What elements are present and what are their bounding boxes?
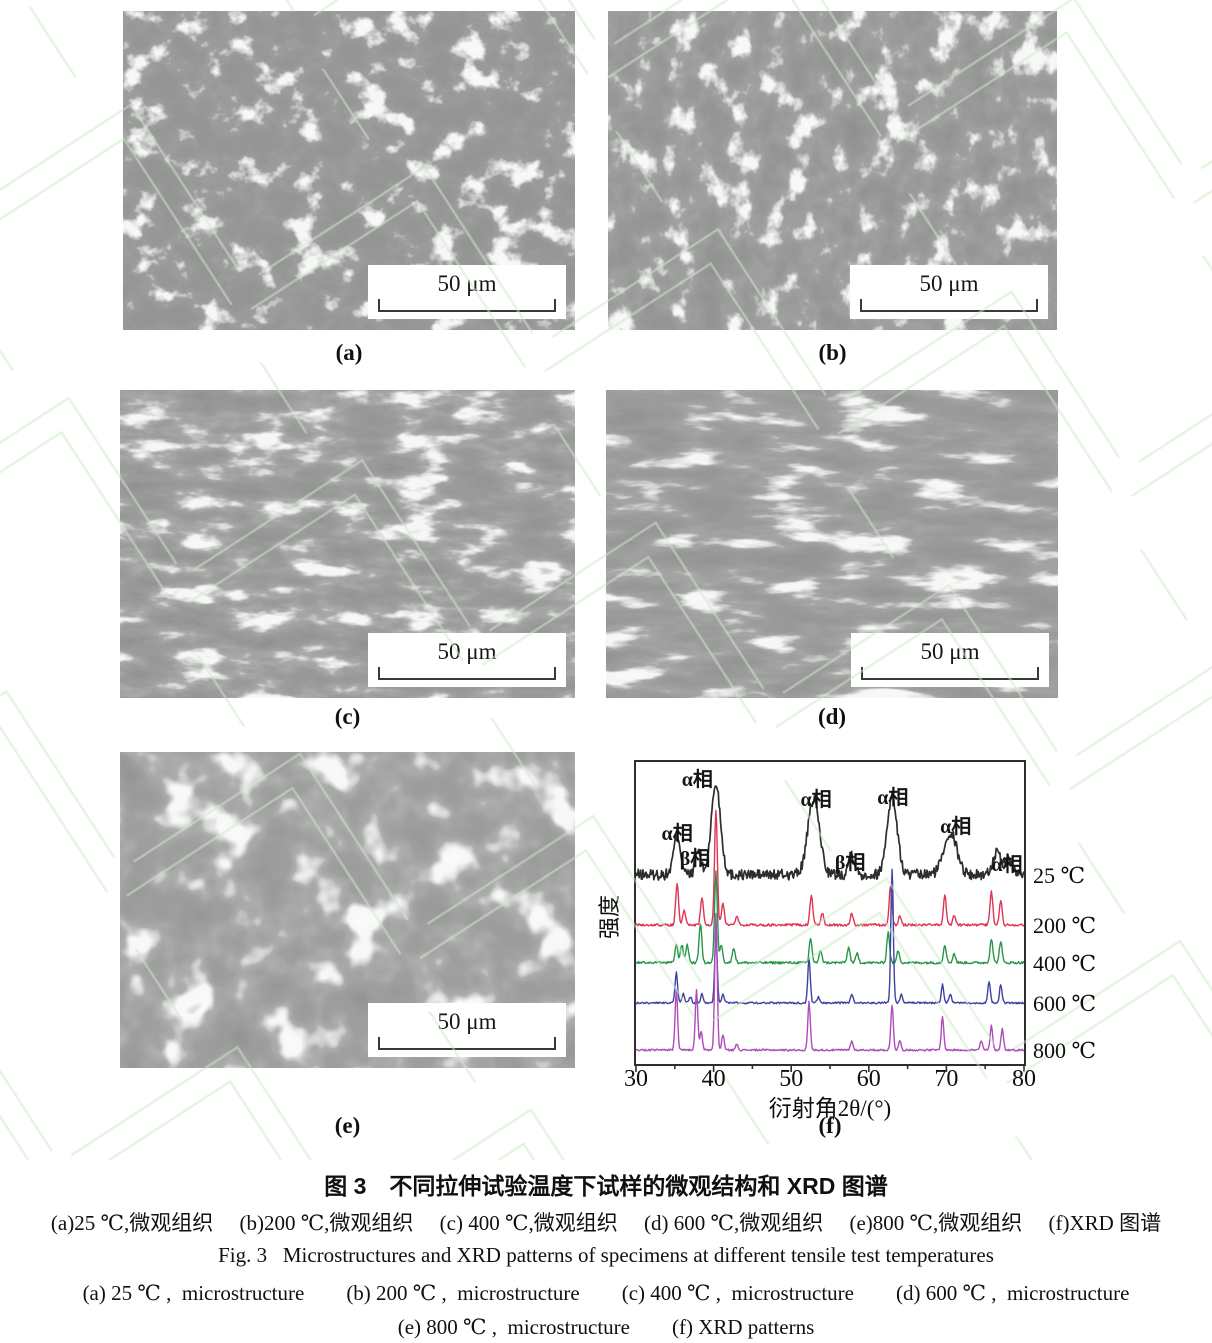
sem-image-d: 50 μm: [606, 390, 1058, 698]
xrd-trace-600℃: [635, 868, 1025, 1005]
xrd-trace-400℃: [635, 870, 1025, 965]
panel-label-d: (d): [817, 704, 847, 729]
peak-annotation-7: α相: [991, 854, 1023, 877]
x-tick-label-60: 60: [856, 1066, 881, 1092]
scale-bar-line: [860, 298, 1038, 312]
series-label-600℃: 600 ℃: [1033, 990, 1097, 1016]
scale-bar-d: 50 μm: [851, 633, 1049, 687]
peak-annotation-5: α相: [877, 787, 909, 810]
scale-bar-e: 50 μm: [368, 1003, 566, 1057]
series-label-400℃: 400 ℃: [1033, 950, 1097, 976]
scale-bar-c: 50 μm: [368, 633, 566, 687]
xrd-trace-800℃: [635, 912, 1025, 1052]
figure-caption-chinese-subitems: (a)25 ℃,微观组织 (b)200 ℃,微观组织 (c) 400 ℃,微观组…: [50, 1211, 1162, 1235]
figure-caption-english-title: Fig. 3 Microstructures and XRD patterns …: [218, 1243, 994, 1267]
x-tick-label-40: 40: [701, 1066, 726, 1092]
peak-annotation-1: β相: [679, 848, 711, 871]
peak-annotation-6: α相: [940, 816, 972, 839]
x-tick-label-50: 50: [779, 1066, 804, 1092]
scale-bar-line: [378, 666, 556, 680]
series-label-800℃: 800 ℃: [1033, 1038, 1097, 1064]
series-label-25℃: 25 ℃: [1033, 863, 1086, 889]
figure-caption-chinese-title: 图 3 不同拉伸试验温度下试样的微观结构和 XRD 图谱: [324, 1173, 888, 1199]
panel-label-b: (b): [818, 340, 847, 365]
scale-bar-line: [378, 298, 556, 312]
scale-bar-line: [378, 1036, 556, 1050]
scale-bar-b: 50 μm: [850, 265, 1048, 319]
series-label-200℃: 200 ℃: [1033, 913, 1097, 939]
x-tick-label-30: 30: [624, 1066, 648, 1092]
sem-image-c: 50 μm: [120, 390, 575, 698]
sem-image-e: 50 μm: [120, 752, 575, 1068]
figure-caption-english-subitems-1: (a) 25 ℃ , microstructure (b) 200 ℃ , mi…: [82, 1281, 1130, 1305]
scale-bar-label: 50 μm: [437, 1009, 497, 1035]
sem-image-b: 50 μm: [608, 11, 1057, 330]
scale-bar-a: 50 μm: [368, 265, 566, 319]
xrd-y-axis-label: 强度: [597, 894, 623, 940]
scale-bar-label: 50 μm: [437, 639, 497, 665]
sem-image-a: 50 μm: [123, 11, 575, 330]
peak-annotation-0: α相: [661, 823, 693, 846]
panel-label-c: (c): [334, 704, 361, 729]
scale-bar-label: 50 μm: [919, 271, 979, 297]
scale-bar-line: [861, 666, 1039, 680]
x-tick-label-70: 70: [934, 1066, 959, 1092]
panel-label-e: (e): [334, 1113, 361, 1138]
x-tick-label-80: 80: [1012, 1066, 1036, 1092]
peak-annotation-3: α相: [800, 788, 832, 811]
peak-annotation-4: β相: [834, 852, 866, 875]
panel-label-f: (f): [818, 1113, 842, 1138]
scale-bar-label: 50 μm: [920, 639, 980, 665]
panel-label-a: (a): [335, 340, 363, 365]
figure-caption-english-subitems-2: (e) 800 ℃ , microstructure (f) XRD patte…: [397, 1315, 815, 1339]
scale-bar-label: 50 μm: [437, 271, 497, 297]
peak-annotation-2: α相: [681, 768, 713, 791]
